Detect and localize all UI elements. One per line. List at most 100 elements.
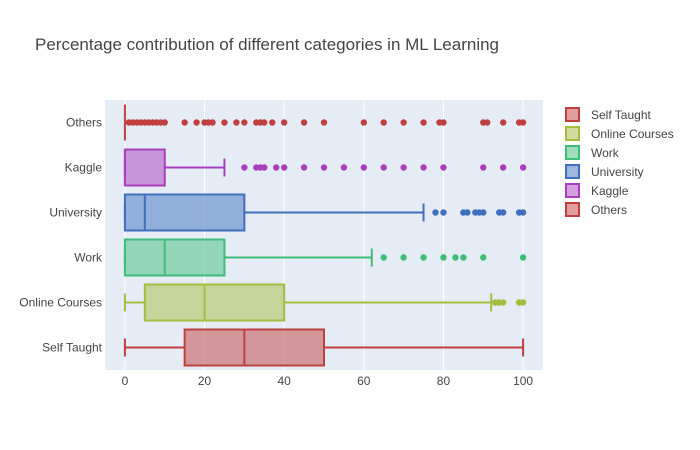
legend-item-self-taught[interactable]: Self Taught [565, 107, 651, 122]
x-tick-label-0: 0 [122, 374, 129, 388]
outlier-point-kaggle-8 [340, 164, 348, 171]
legend-item-online-courses[interactable]: Online Courses [565, 126, 674, 141]
legend[interactable]: Self Taught Online Courses Work University K… [565, 107, 674, 217]
outlier-point-work-5 [460, 254, 467, 261]
outlier-point-kaggle-12 [420, 164, 427, 171]
outlier-point-others-10 [181, 119, 188, 126]
legend-label-self-taught: Self Taught [591, 108, 651, 122]
outlier-point-others-24 [320, 119, 328, 126]
boxes-layer [123, 104, 527, 367]
legend-swatch-others [565, 202, 580, 217]
y-tick-label-kaggle: Kaggle [65, 161, 103, 175]
outlier-point-university-6 [480, 209, 487, 216]
outlier-point-others-17 [241, 119, 248, 126]
outlier-point-others-33 [499, 119, 507, 126]
outlier-point-online-courses-2 [499, 299, 507, 306]
outlier-point-kaggle-15 [499, 164, 507, 171]
legend-item-kaggle[interactable]: Kaggle [565, 183, 629, 198]
x-tick-label-60: 60 [357, 374, 371, 388]
y-tick-label-online-courses: Online Courses [19, 296, 102, 310]
outlier-point-kaggle-7 [320, 164, 328, 171]
outlier-point-others-32 [484, 119, 491, 126]
legend-item-work[interactable]: Work [565, 145, 620, 160]
legend-label-kaggle: Kaggle [591, 184, 629, 198]
y-tick-label-work: Work [74, 251, 103, 265]
outlier-point-university-0 [432, 209, 439, 216]
legend-swatch-self-taught [565, 107, 580, 122]
outlier-point-kaggle-0 [241, 164, 248, 171]
box-kaggle[interactable] [123, 148, 527, 187]
box-university[interactable] [123, 193, 527, 232]
x-tick-label-80: 80 [437, 374, 451, 388]
outlier-point-others-27 [400, 119, 407, 126]
legend-swatch-work [565, 145, 580, 160]
outlier-point-others-20 [261, 119, 268, 126]
x-tick-label-20: 20 [198, 374, 212, 388]
y-axis-ticks: Self Taught Online Courses Work University K… [19, 116, 103, 355]
box-body-kaggle [123, 148, 166, 187]
outlier-point-work-1 [400, 254, 407, 261]
box-self-taught[interactable] [123, 328, 525, 367]
outlier-point-others-28 [420, 119, 427, 126]
outlier-point-others-11 [193, 119, 200, 126]
legend-swatch-online-courses [565, 126, 580, 141]
outlier-point-kaggle-9 [360, 164, 368, 171]
outlier-point-kaggle-6 [300, 164, 308, 171]
legend-label-work: Work [591, 146, 620, 160]
outlier-point-others-23 [300, 119, 308, 126]
box-body-work [123, 238, 226, 277]
outlier-point-work-4 [452, 254, 459, 261]
legend-label-others: Others [591, 203, 627, 217]
outlier-point-others-14 [209, 119, 216, 126]
outlier-point-university-3 [464, 209, 471, 216]
box-work[interactable] [123, 238, 527, 277]
y-tick-label-self-taught: Self Taught [42, 341, 102, 355]
chart-title: Percentage contribution of different cat… [35, 35, 499, 54]
outlier-point-kaggle-3 [261, 164, 268, 171]
outlier-point-university-1 [440, 209, 447, 216]
y-tick-label-university: University [49, 206, 102, 220]
legend-swatch-kaggle [565, 183, 580, 198]
outlier-point-others-16 [233, 119, 240, 126]
x-tick-label-100: 100 [513, 374, 533, 388]
outlier-point-others-9 [161, 119, 168, 126]
box-others[interactable] [123, 104, 527, 141]
outlier-point-others-21 [269, 119, 276, 126]
box-body-self-taught [183, 328, 325, 367]
outlier-point-work-2 [420, 254, 427, 261]
outlier-point-others-30 [440, 119, 447, 126]
outlier-point-others-22 [280, 119, 288, 126]
outlier-point-work-3 [440, 254, 447, 261]
outlier-point-kaggle-11 [400, 164, 407, 171]
box-body-university [123, 193, 246, 232]
outlier-point-work-7 [519, 254, 527, 261]
outlier-point-kaggle-13 [440, 164, 447, 171]
outlier-point-university-10 [519, 209, 527, 216]
outlier-point-others-15 [221, 119, 228, 126]
outlier-point-others-35 [519, 119, 527, 126]
x-tick-label-40: 40 [278, 374, 292, 388]
outlier-point-work-0 [380, 254, 387, 261]
outlier-point-university-8 [499, 209, 507, 216]
y-tick-label-others: Others [66, 116, 102, 130]
outlier-point-kaggle-16 [519, 164, 527, 171]
outlier-point-work-6 [480, 254, 487, 261]
box-body-online-courses [143, 283, 286, 322]
outlier-point-others-26 [380, 119, 387, 126]
legend-label-online-courses: Online Courses [591, 127, 674, 141]
legend-item-others[interactable]: Others [565, 202, 627, 217]
outlier-point-others-25 [360, 119, 368, 126]
legend-item-university[interactable]: University [565, 164, 644, 179]
x-axis-ticks: 0 20 40 60 80 100 [122, 374, 534, 388]
outlier-point-online-courses-4 [519, 299, 527, 306]
legend-swatch-university [565, 164, 580, 179]
grid-lines [124, 100, 524, 370]
outlier-point-kaggle-10 [380, 164, 387, 171]
outlier-point-kaggle-5 [280, 164, 288, 171]
legend-label-university: University [591, 165, 644, 179]
box-online-courses[interactable] [123, 283, 527, 322]
outlier-point-kaggle-14 [480, 164, 487, 171]
plot-area [105, 100, 543, 370]
